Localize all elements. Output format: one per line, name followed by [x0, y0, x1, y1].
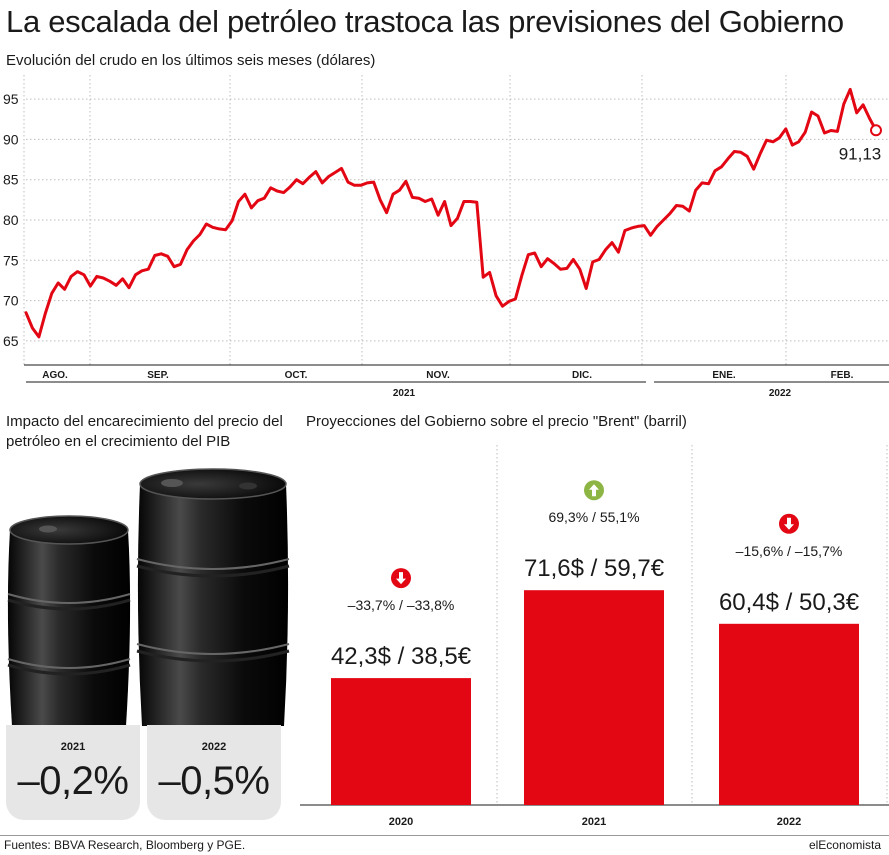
month-label: DIC.	[572, 370, 592, 381]
oil-price-series-line	[24, 87, 878, 339]
change-label: 69,3% / 55,1%	[548, 509, 639, 525]
impact-year: 2021	[60, 741, 86, 753]
y-tick-label: 85	[3, 172, 19, 188]
month-label: NOV.	[426, 370, 450, 381]
oil-barrels-illustration	[7, 468, 290, 726]
bar-2022	[719, 623, 859, 805]
bar-2021	[524, 590, 664, 805]
line-chart-title: Evolución del crudo en los últimos seis …	[6, 52, 376, 69]
arrow-down-icon	[779, 513, 799, 534]
bar-value-label: 71,6$ / 59,7€	[524, 555, 665, 582]
category-label: 2020	[389, 816, 413, 828]
bar-2020	[331, 678, 471, 805]
brand-name: elEconomista	[808, 838, 881, 852]
arrow-down-icon	[391, 568, 411, 589]
impact-card-2021: 2021 –0,2%	[6, 725, 140, 820]
projections-title: Proyecciones del Gobierno sobre el preci…	[306, 413, 687, 430]
y-tick-label: 65	[3, 333, 19, 349]
month-label: FEB.	[831, 370, 854, 381]
year-label: 2022	[769, 388, 792, 399]
month-label: OCT.	[285, 370, 308, 381]
month-label: ENE.	[712, 370, 736, 381]
y-tick-label: 95	[3, 91, 19, 107]
brent-projections-bar-chart: 42,3$ / 38,5€ –33,7% / –33,8% 2020 71,6$ / …	[300, 445, 889, 828]
impact-card-2022: 2022 –0,5%	[147, 725, 281, 820]
category-label: 2022	[777, 816, 801, 828]
category-label: 2021	[582, 816, 606, 828]
impact-value: –0,5%	[158, 759, 270, 803]
impact-value: –0,2%	[17, 759, 129, 803]
barrel-2021	[7, 515, 131, 726]
year-label: 2021	[393, 388, 416, 399]
oil-price-line-chart: 65 70 75 80 85 90 95 AGO. SEP. OCT. NOV. DIC. ENE. FE…	[3, 75, 889, 399]
y-tick-label: 80	[3, 212, 19, 228]
month-label: AGO.	[42, 370, 68, 381]
bar-value-label: 60,4$ / 50,3€	[719, 589, 860, 616]
month-label: SEP.	[147, 370, 169, 381]
y-tick-label: 90	[3, 131, 19, 147]
arrow-up-icon	[584, 480, 604, 501]
impact-title: Impacto del encarecimiento del precio de…	[6, 413, 283, 450]
y-tick-label: 75	[3, 252, 19, 268]
footer-divider	[0, 835, 889, 836]
barrel-2022	[136, 468, 290, 726]
last-value-label: 91,13	[839, 144, 882, 163]
bar-value-label: 42,3$ / 38,5€	[331, 643, 472, 670]
source-note: Fuentes: BBVA Research, Bloomberg y PGE.	[4, 838, 246, 852]
last-point-marker	[870, 124, 882, 137]
impact-year: 2022	[201, 741, 227, 753]
change-label: –33,7% / –33,8%	[348, 597, 455, 613]
change-label: –15,6% / –15,7%	[736, 543, 843, 559]
page-title: La escalada del petróleo trastoca las pr…	[6, 4, 844, 39]
y-tick-label: 70	[3, 293, 19, 309]
